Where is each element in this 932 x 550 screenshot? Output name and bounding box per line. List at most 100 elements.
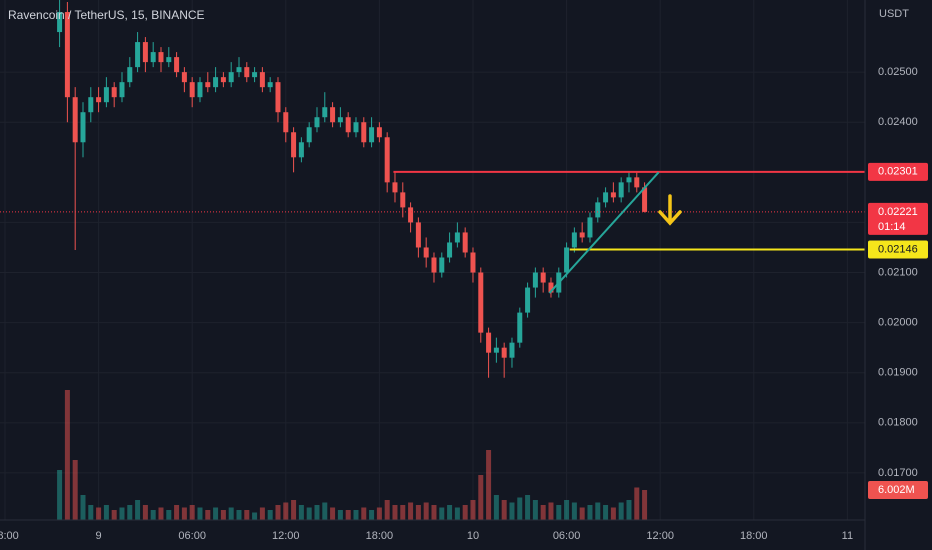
x-tick-label: 18:00 <box>740 530 768 542</box>
candle-body <box>150 52 156 63</box>
candle-body <box>119 82 125 98</box>
candle-body <box>431 257 437 273</box>
candle-body <box>400 192 406 208</box>
volume-bar <box>252 512 258 520</box>
countdown-label: 01:14 <box>878 221 906 233</box>
candle-body <box>462 232 468 253</box>
candle-body <box>369 127 375 143</box>
candle-body <box>439 257 445 273</box>
volume-bar <box>384 500 390 520</box>
volume-bar <box>486 450 492 520</box>
down-arrow <box>658 194 682 226</box>
volume-bar <box>330 507 336 520</box>
candle-body <box>454 232 460 243</box>
volume-pane <box>57 390 648 520</box>
volume-bar <box>540 505 546 520</box>
volume-bar <box>72 460 78 520</box>
candle-body <box>228 72 234 83</box>
x-tick-label: 06:00 <box>553 530 581 542</box>
candle-body <box>197 82 203 98</box>
candle-body <box>127 67 133 83</box>
volume-bar <box>291 500 297 520</box>
y-tick-label: 0.01700 <box>878 467 918 479</box>
candle-body <box>603 192 609 203</box>
volume-bar <box>493 495 499 520</box>
candle-body <box>610 192 616 198</box>
candle-body <box>626 177 632 183</box>
candle-body <box>57 12 63 33</box>
volume-bar <box>275 505 281 520</box>
volume-bar <box>314 505 320 520</box>
x-tick-label: 06:00 <box>178 530 206 542</box>
volume-bar <box>127 505 133 520</box>
candle-body <box>135 42 141 68</box>
volume-bar <box>587 505 593 520</box>
candle-body <box>579 232 585 238</box>
volume-bar <box>361 507 367 520</box>
candle-body <box>174 57 180 73</box>
volume-bar <box>189 505 195 520</box>
x-tick-label: 12:00 <box>272 530 300 542</box>
volume-bar <box>525 495 531 520</box>
volume-bar <box>150 510 156 520</box>
volume-bar <box>517 497 523 520</box>
candle-body <box>376 127 382 138</box>
y-tick-label: 0.01900 <box>878 367 918 379</box>
candle-body <box>181 72 187 83</box>
volume-bar <box>80 495 86 520</box>
volume-bar <box>103 505 109 520</box>
candle-body <box>587 217 593 238</box>
candle-body <box>244 67 250 78</box>
volume-bar <box>571 502 577 520</box>
last-price-label: 0.02221 <box>878 206 918 218</box>
volume-bar <box>610 507 616 520</box>
candle-body <box>142 42 148 63</box>
volume-bar <box>470 500 476 520</box>
candle-body <box>392 182 398 193</box>
candle-body <box>306 127 312 143</box>
y-tick-label: 0.02100 <box>878 266 918 278</box>
volume-bar <box>454 507 460 520</box>
last-price-tag <box>868 202 928 235</box>
candle-body <box>291 132 297 158</box>
candle-body <box>189 82 195 98</box>
volume-bar <box>439 507 445 520</box>
volume-tag-label: 6.002M <box>878 484 915 496</box>
candle-body <box>236 67 242 73</box>
volume-bar <box>174 505 180 520</box>
candle-body <box>634 177 640 188</box>
volume-bar <box>532 500 538 520</box>
x-tick-label: 9 <box>96 530 102 542</box>
volume-bar <box>181 507 187 520</box>
volume-bar <box>228 507 234 520</box>
candle-body <box>283 112 289 133</box>
volume-bar <box>634 487 640 520</box>
volume-bar <box>376 507 382 520</box>
drawings <box>0 170 865 294</box>
candle-body <box>486 332 492 353</box>
volume-bar <box>447 505 453 520</box>
candle-body <box>259 72 265 88</box>
volume-bar <box>408 502 414 520</box>
candle-body <box>525 287 531 313</box>
candle-body <box>501 347 507 358</box>
candle-body <box>322 107 328 118</box>
volume-bar <box>564 500 570 520</box>
volume-bar <box>96 507 102 520</box>
volume-bar <box>197 507 203 520</box>
candle-body <box>88 97 94 113</box>
candle-body <box>111 87 117 98</box>
candle-body <box>103 87 109 103</box>
y-tick-label: 0.01800 <box>878 417 918 429</box>
x-tick-label: 11 <box>842 530 853 542</box>
volume-bar <box>595 502 601 520</box>
candle-body <box>595 202 601 218</box>
candle-body <box>642 187 648 212</box>
candle-body <box>64 12 70 98</box>
candle-body <box>509 342 515 358</box>
candle-body <box>314 117 320 128</box>
volume-bar <box>478 475 484 520</box>
volume-bar <box>64 390 70 520</box>
candle-body <box>275 82 281 113</box>
